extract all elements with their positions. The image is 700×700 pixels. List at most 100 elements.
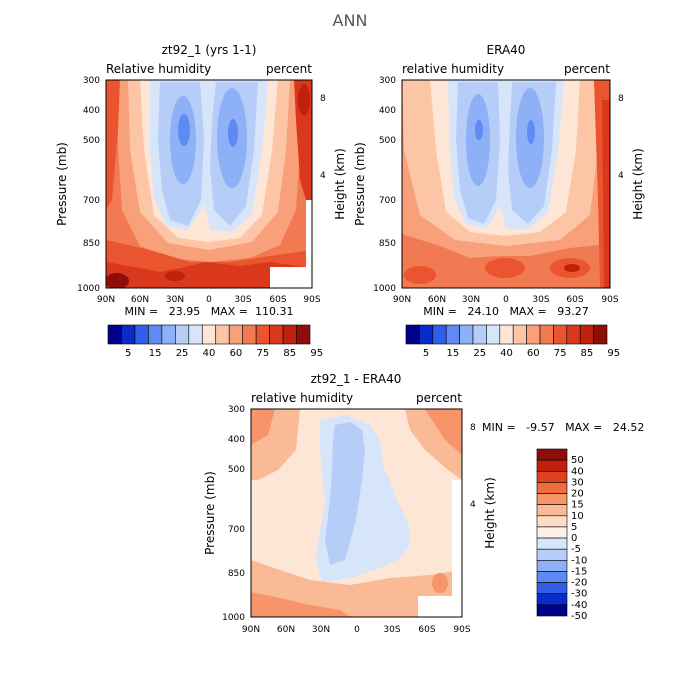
y-right-tick: 4 <box>470 500 476 510</box>
y-tick: 300 <box>379 76 396 86</box>
panel-1-subtitle-left: Relative humidity <box>106 62 211 76</box>
y-tick: 850 <box>228 569 245 579</box>
panel-2-x-ticks: 90N 60N 30N 0 30S 60S 90S <box>393 295 619 305</box>
colorbar-label: 85 <box>581 348 594 359</box>
x-tick: 60S <box>566 295 583 305</box>
x-tick: 60S <box>269 295 286 305</box>
panel-3-subtitle-left: relative humidity <box>251 391 353 405</box>
colorbar-label: 0 <box>571 533 577 544</box>
y-tick: 1000 <box>222 613 245 623</box>
panel-1-x-ticks: 90N 60N 30N 0 30S 60S 90S <box>97 295 321 305</box>
colorbar-swatch <box>175 324 190 345</box>
colorbar-swatch <box>107 324 122 345</box>
x-tick: 30N <box>166 295 184 305</box>
colorbar-swatch <box>536 537 568 550</box>
colorbar-swatch <box>242 324 257 345</box>
y-right-tick: 8 <box>320 94 326 104</box>
panel-model: zt92_1 (yrs 1-1) Relative humidity perce… <box>55 43 347 359</box>
colorbar-swatch <box>269 324 284 345</box>
colorbar-label: 15 <box>571 500 584 511</box>
colorbar-swatch <box>161 324 176 345</box>
colorbar-swatch <box>593 324 608 345</box>
x-tick: 30S <box>532 295 549 305</box>
colorbar-swatch <box>536 515 568 528</box>
y-tick: 400 <box>83 106 100 116</box>
panel-3-y-right-ticks: 8 4 <box>470 423 476 510</box>
x-tick: 30S <box>383 625 400 635</box>
panel-2-frame <box>401 79 611 289</box>
colorbar-swatch <box>536 526 568 539</box>
colorbar-label: 40 <box>571 466 584 477</box>
panel-1-title: zt92_1 (yrs 1-1) <box>162 43 257 57</box>
y-tick: 400 <box>228 435 245 445</box>
panel-1-colorbar: 5 15 25 40 60 75 85 95 <box>107 324 323 359</box>
colorbar-swatch <box>512 324 527 345</box>
panel-2-stats: MIN = 24.10 MAX = 93.27 <box>423 305 588 318</box>
colorbar-swatch <box>539 324 554 345</box>
y-tick: 300 <box>83 76 100 86</box>
colorbar-swatch <box>121 324 136 345</box>
x-tick: 90S <box>303 295 320 305</box>
x-tick: 90N <box>97 295 115 305</box>
x-tick: 90N <box>393 295 411 305</box>
page-title: ANN <box>333 11 368 30</box>
colorbar-label: 5 <box>423 348 429 359</box>
colorbar-label: 20 <box>571 489 584 500</box>
colorbar-swatch <box>536 504 568 517</box>
colorbar-label: 25 <box>176 348 189 359</box>
colorbar-label: -15 <box>571 566 587 577</box>
y-tick: 1000 <box>373 284 396 294</box>
panel-2-colorbar: 5 15 25 40 60 75 85 95 <box>405 324 620 359</box>
panel-2-y-right-ticks: 8 4 <box>618 94 624 181</box>
x-tick: 60N <box>131 295 149 305</box>
colorbar-label: 30 <box>571 477 584 488</box>
colorbar-label: 60 <box>527 348 540 359</box>
panel-3-stats: MIN = -9.57 MAX = 24.52 <box>482 421 644 434</box>
colorbar-swatch <box>553 324 568 345</box>
colorbar-swatch <box>148 324 163 345</box>
colorbar-swatch <box>499 324 514 345</box>
colorbar-swatch <box>215 324 230 345</box>
y-tick: 700 <box>379 196 396 206</box>
colorbar-swatch <box>536 482 568 494</box>
panel-1-ylabel-right: Height (km) <box>333 148 347 219</box>
colorbar-swatch <box>134 324 149 345</box>
x-tick: 30N <box>312 625 330 635</box>
colorbar-label: -50 <box>571 611 587 622</box>
y-tick: 850 <box>83 239 100 249</box>
colorbar-swatch <box>536 571 568 583</box>
x-tick: 90N <box>242 625 260 635</box>
colorbar-swatch <box>432 324 447 345</box>
colorbar-swatch <box>536 593 568 606</box>
colorbar-label: -5 <box>571 544 581 555</box>
colorbar-swatch <box>579 324 594 345</box>
x-tick: 0 <box>354 625 360 635</box>
colorbar-label: 75 <box>256 348 269 359</box>
panel-3-title: zt92_1 - ERA40 <box>311 372 402 386</box>
x-tick: 90S <box>601 295 618 305</box>
colorbar-swatch <box>405 324 420 345</box>
y-tick: 500 <box>379 136 396 146</box>
colorbar-swatch <box>296 324 311 345</box>
colorbar-swatch <box>536 459 568 472</box>
panel-difference: zt92_1 - ERA40 relative humidity percent… <box>203 372 644 635</box>
panel-3-field <box>251 409 462 617</box>
panel-2-subtitle-right: percent <box>564 62 610 76</box>
colorbar-swatch <box>536 560 568 572</box>
colorbar-label: 95 <box>607 348 620 359</box>
y-right-tick: 4 <box>618 171 624 181</box>
panel-1-y-right-ticks: 8 4 <box>320 94 326 181</box>
colorbar-label: 40 <box>203 348 216 359</box>
panel-2-ylabel-right: Height (km) <box>631 148 645 219</box>
colorbar-label: 10 <box>571 511 584 522</box>
colorbar-swatch <box>536 448 568 461</box>
colorbar-swatch <box>188 324 203 345</box>
panel-3-ylabel: Pressure (mb) <box>203 471 217 555</box>
x-tick: 90S <box>453 625 470 635</box>
y-tick: 500 <box>83 136 100 146</box>
colorbar-swatch <box>536 604 568 617</box>
y-tick: 300 <box>228 405 245 415</box>
panel-1-subtitle-right: percent <box>266 62 312 76</box>
